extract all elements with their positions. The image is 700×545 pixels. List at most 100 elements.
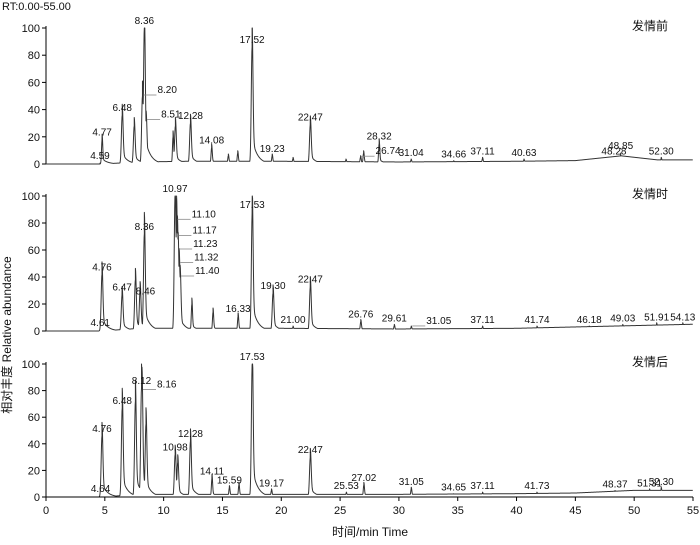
peak-label: 17.53 [240, 200, 265, 211]
y-tick-label: 0 [34, 159, 40, 171]
panel-3: 0 20 40 60 80 100 4.64 4.76 6.488.12 8.16 10.98 12.… [22, 352, 694, 504]
y-tick-label: 20 [28, 465, 40, 477]
peak-label: 11.17 [192, 226, 217, 237]
peak-label: 22.47 [298, 445, 323, 456]
x-tick-label: 20 [275, 505, 287, 517]
peak-label: 27.02 [351, 473, 376, 484]
peak-label: 11.10 [192, 209, 217, 220]
peak-label: 54.13 [670, 312, 695, 323]
peak-label: 51.91 [644, 312, 669, 323]
x-tick-label: 55 [687, 505, 699, 517]
y-tick-label: 0 [34, 326, 40, 338]
peak-label: 26.74 [376, 146, 401, 157]
peak-label: 8.46 [136, 287, 156, 298]
y-tick-label: 80 [28, 50, 40, 62]
peak-label: 26.76 [348, 310, 373, 321]
panels-group: 0204060801004.594.776.488.208.368.5112.2… [22, 16, 696, 504]
peak-label: 48.85 [608, 141, 633, 152]
peak-label: 22.47 [298, 274, 323, 285]
y-tick-label: 60 [28, 245, 40, 257]
x-tick-label: 35 [452, 505, 464, 517]
chromatogram-trace [45, 363, 694, 498]
peak-label: 21.00 [281, 315, 306, 326]
y-tick-label: 60 [28, 77, 40, 89]
x-tick-label: 30 [393, 505, 405, 517]
peak-label: 37.11 [470, 481, 495, 492]
peak-label: 4.61 [90, 318, 110, 329]
peak-label: 48.37 [602, 480, 627, 491]
y-tick-label: 40 [28, 105, 40, 117]
peak-label: 4.77 [92, 128, 112, 139]
peak-label: 4.64 [91, 484, 111, 495]
peak-label: 19.17 [259, 478, 284, 489]
peak-label: 17.52 [240, 35, 265, 46]
peak-label: 6.48 [112, 396, 132, 407]
peak-label: 41.74 [524, 315, 549, 326]
x-tick-label: 45 [569, 505, 581, 517]
peak-label: 10.97 [163, 184, 188, 195]
x-tick-label: 15 [216, 505, 228, 517]
peak-label: 15.59 [217, 476, 242, 487]
peak-label: 6.47 [112, 283, 132, 294]
peak-label: 31.05 [426, 316, 451, 327]
peak-label: 11.40 [195, 266, 220, 277]
peak-label: 40.63 [511, 148, 536, 159]
y-tick-label: 100 [22, 23, 40, 35]
peak-label: 25.53 [334, 481, 359, 492]
peak-label: 8.36 [135, 222, 155, 233]
peak-label: 37.11 [470, 315, 495, 326]
y-tick-label: 20 [28, 299, 40, 311]
x-axis: 0 5 10 15 20 25 30 35 40 45 50 55 [43, 496, 699, 517]
x-tick-label: 0 [43, 505, 49, 517]
peak-label: 12.28 [178, 429, 203, 440]
y-tick-label: 40 [28, 272, 40, 284]
peak-label: 8.16 [157, 380, 177, 391]
peak-label: 22.47 [298, 113, 323, 124]
peak-label: 16.33 [226, 304, 251, 315]
y-tick-label: 40 [28, 439, 40, 451]
panel-name: 发情时 [632, 186, 668, 201]
peak-label: 34.65 [441, 482, 466, 493]
peak-label: 28.32 [367, 132, 392, 143]
rt-range-label: RT:0.00-55.00 [2, 1, 71, 13]
peak-label: 49.03 [610, 314, 635, 325]
peak-label: 17.53 [240, 352, 265, 363]
y-tick-label: 80 [28, 386, 40, 398]
x-tick-label: 50 [628, 505, 640, 517]
peak-label: 29.61 [382, 314, 407, 325]
peak-label: 14.08 [199, 136, 224, 147]
peak-label: 46.18 [577, 315, 602, 326]
peak-label: 10.98 [163, 442, 188, 453]
peak-label: 52.30 [649, 147, 674, 158]
y-tick-label: 0 [34, 492, 40, 504]
x-tick-label: 10 [158, 505, 170, 517]
peak-label: 8.12 [132, 376, 152, 387]
peak-label: 6.48 [112, 103, 132, 114]
x-tick-label: 25 [334, 505, 346, 517]
x-axis-title: 时间/min Time [332, 525, 408, 539]
peak-label: 8.36 [135, 16, 155, 27]
peak-label: 8.51 [161, 109, 181, 120]
x-tick-label: 40 [510, 505, 522, 517]
y-axis-title: 相对丰度 Relative abundance [0, 256, 14, 414]
y-tick-label: 60 [28, 412, 40, 424]
peak-label: 48.28 [601, 147, 626, 158]
panel-name: 发情前 [632, 18, 668, 33]
chromatogram-trace [45, 195, 694, 332]
peak-label: 52.30 [649, 477, 674, 488]
peak-label: 34.66 [441, 149, 466, 160]
x-tick-label: 5 [102, 505, 108, 517]
peak-label: 11.23 [193, 239, 218, 250]
peak-label: 51.31 [637, 478, 662, 489]
peak-label: 12.28 [178, 111, 203, 122]
peak-label: 31.05 [399, 477, 424, 488]
peak-label: 11.32 [194, 253, 219, 264]
panel-1: 0 20 40 60 80 100 4.59 4.77 6.48 8.20 8.36 8.5112.2… [22, 16, 694, 171]
y-tick-label: 100 [22, 191, 40, 203]
peak-label: 37.11 [470, 147, 495, 158]
peak-label: 4.76 [92, 262, 112, 273]
peak-label: 14.11 [200, 466, 225, 477]
peak-label: 4.59 [90, 151, 110, 162]
y-tick-label: 80 [28, 218, 40, 230]
